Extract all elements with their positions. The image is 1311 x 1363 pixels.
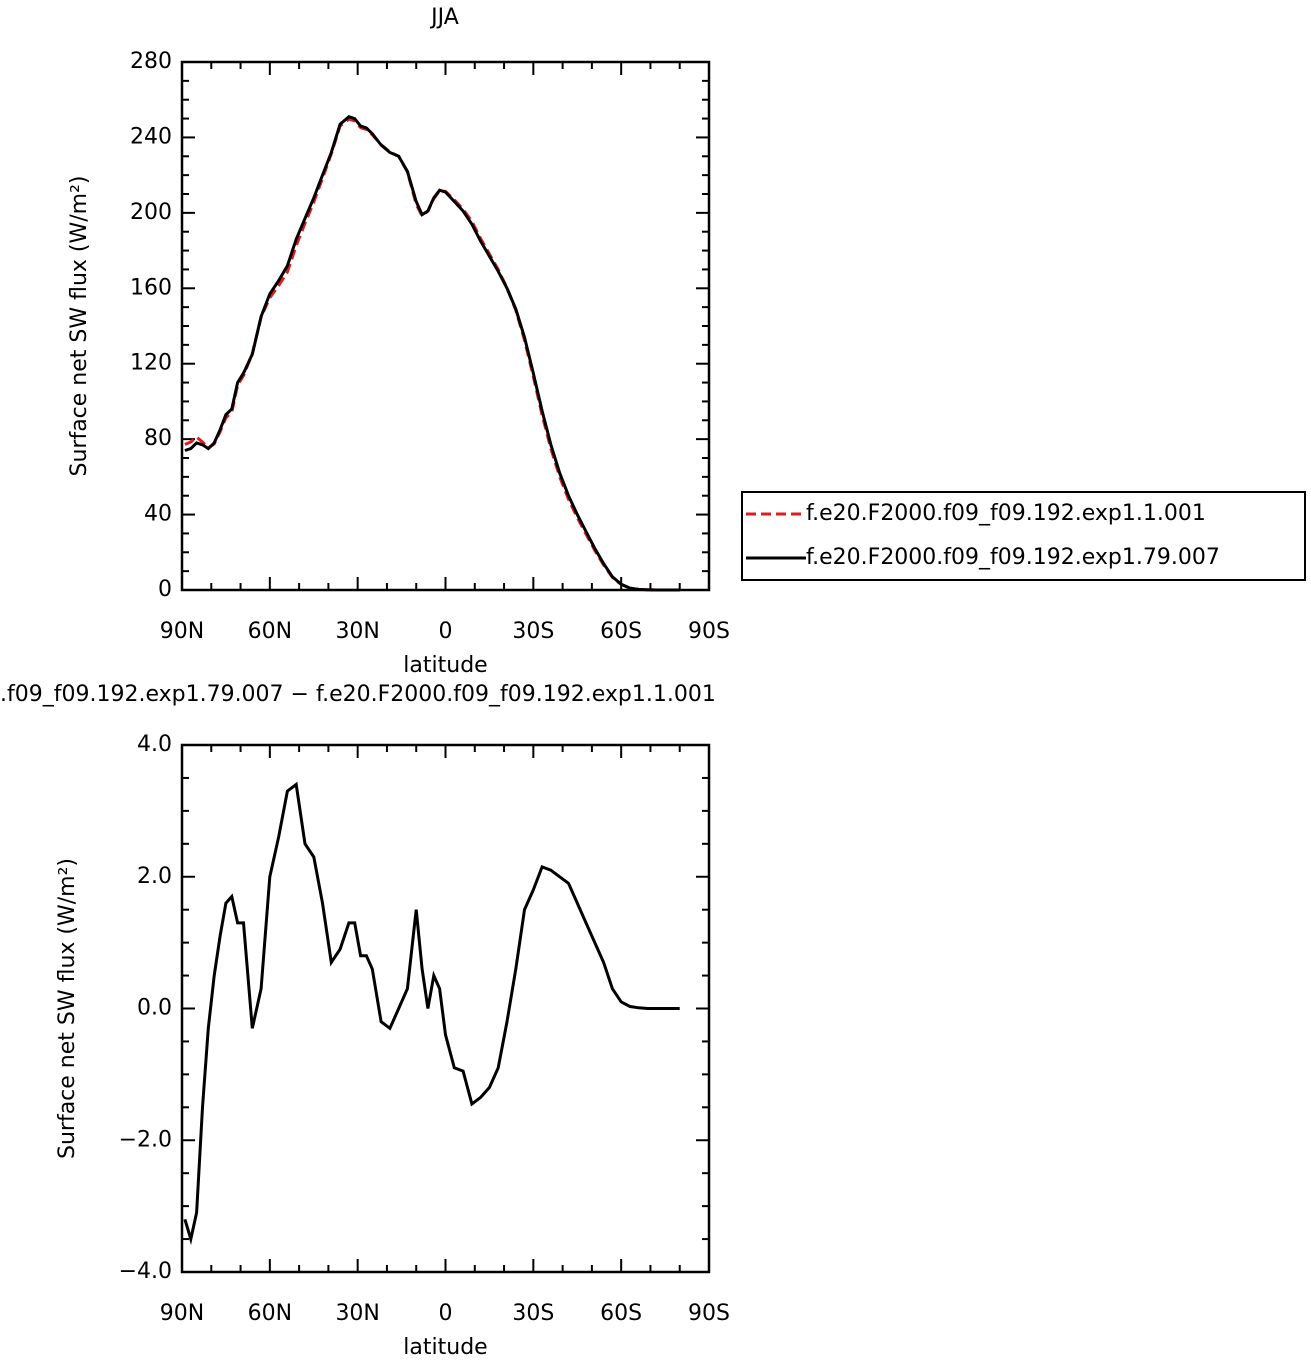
- x-tick-label: 0: [439, 619, 453, 644]
- y-tick-label: −2.0: [119, 1127, 172, 1152]
- y-tick-label: 240: [130, 124, 172, 149]
- x-tick-label: 30N: [335, 1301, 379, 1326]
- plot-frame: [180, 743, 711, 1274]
- x-tick-label: 90N: [160, 619, 204, 644]
- data-line: [183, 781, 680, 1246]
- x-tick-label: 0: [439, 1301, 453, 1326]
- y-tick-label: 0: [158, 577, 172, 602]
- y-tick-label: 40: [144, 502, 172, 527]
- y-axis-label: Surface net SW flux (W/m²): [55, 858, 80, 1159]
- y-axis-label: Surface net SW flux (W/m²): [67, 175, 92, 476]
- legend-label: f.e20.F2000.f09_f09.192.exp1.1.001: [806, 501, 1206, 526]
- x-tick-label: 30S: [512, 1301, 554, 1326]
- y-tick-label: 280: [130, 49, 172, 74]
- chart-title: .f09_f09.192.exp1.79.007 − f.e20.F2000.f…: [0, 682, 716, 707]
- x-tick-label: 30N: [335, 619, 379, 644]
- y-tick-label: 4.0: [137, 732, 172, 757]
- x-tick-label: 90S: [688, 1301, 730, 1326]
- y-tick-label: 120: [130, 351, 172, 376]
- x-tick-label: 90S: [688, 619, 730, 644]
- x-tick-label: 90N: [160, 1301, 204, 1326]
- y-tick-label: −4.0: [119, 1259, 172, 1284]
- x-axis-label: latitude: [403, 653, 487, 678]
- y-tick-label: 2.0: [137, 864, 172, 889]
- legend-box: [741, 491, 1306, 581]
- y-tick-label: 160: [130, 275, 172, 300]
- plot-frame: [180, 60, 711, 592]
- x-tick-label: 60S: [600, 1301, 642, 1326]
- y-tick-label: 200: [130, 200, 172, 225]
- x-tick-label: 30S: [512, 619, 554, 644]
- data-line: [184, 115, 680, 592]
- x-tick-label: 60S: [600, 619, 642, 644]
- legend-label: f.e20.F2000.f09_f09.192.exp1.79.007: [806, 545, 1220, 570]
- x-tick-label: 60N: [248, 619, 292, 644]
- data-line: [184, 117, 680, 592]
- x-axis-label: latitude: [403, 1335, 487, 1360]
- x-tick-label: 60N: [248, 1301, 292, 1326]
- y-tick-label: 0.0: [137, 996, 172, 1021]
- chart-title: JJA: [429, 5, 459, 30]
- y-tick-label: 80: [144, 426, 172, 451]
